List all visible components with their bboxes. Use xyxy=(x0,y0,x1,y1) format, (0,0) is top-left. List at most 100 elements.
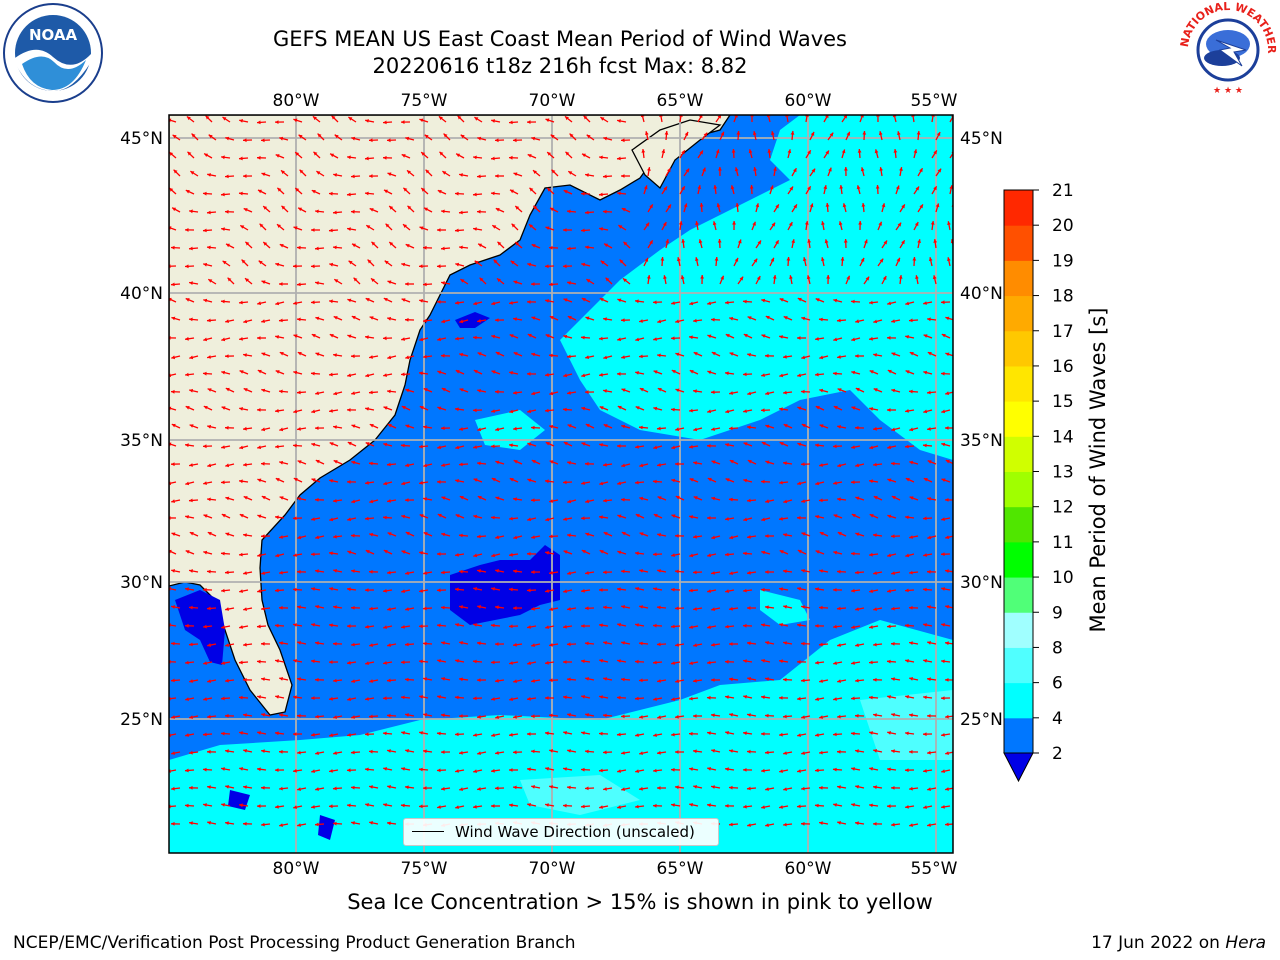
wave-arrow-head xyxy=(855,496,860,501)
wave-arrow-head xyxy=(550,207,554,212)
wave-arrow-head xyxy=(657,786,661,790)
wave-arrow-head xyxy=(819,642,823,647)
wave-arrow-head xyxy=(693,678,697,683)
wave-arrow-head xyxy=(455,587,459,592)
wave-arrow-head xyxy=(837,821,841,825)
wave-arrow-head xyxy=(293,768,297,773)
wave-arrow-head xyxy=(635,480,639,485)
wave-arrow-head xyxy=(239,479,243,484)
wave-arrow-head xyxy=(565,151,570,156)
wave-arrow-head xyxy=(647,167,651,171)
wave-arrow-head xyxy=(207,318,211,323)
wave-arrow-head xyxy=(729,535,734,540)
wave-arrow-head xyxy=(887,695,891,699)
wave-arrow-head xyxy=(599,768,603,773)
wave-arrow-head xyxy=(203,661,207,665)
wave-arrow-head xyxy=(657,569,661,573)
wave-arrow-head xyxy=(351,785,355,790)
wave-arrow-head xyxy=(531,535,535,539)
wave-arrow-head xyxy=(896,257,900,262)
lat-tick: 45°N xyxy=(120,129,163,149)
wave-arrow-head xyxy=(401,514,406,519)
wave-arrow-head xyxy=(185,443,189,448)
wave-arrow-head xyxy=(689,553,694,558)
wave-arrow-head xyxy=(329,372,333,377)
wave-arrow-head xyxy=(653,445,658,450)
wave-arrow-head xyxy=(855,463,860,468)
wave-arrow-head xyxy=(945,714,949,719)
wave-arrow-head xyxy=(243,642,247,647)
wave-arrow-head xyxy=(387,570,391,575)
wave-arrow-head xyxy=(891,319,895,323)
wave-arrow-head xyxy=(365,335,369,340)
wave-arrow-head xyxy=(171,715,175,719)
wave-arrow-head xyxy=(693,318,697,323)
wave-arrow-head xyxy=(945,391,950,396)
wave-arrow-head xyxy=(293,334,298,338)
wave-arrow-head xyxy=(473,623,477,627)
wave-arrow-head xyxy=(653,300,657,305)
wave-arrow-head xyxy=(563,264,567,269)
wave-arrow-head xyxy=(725,659,729,664)
wave-arrow-head xyxy=(779,587,783,591)
wave-arrow-head xyxy=(419,514,424,518)
wave-arrow-head xyxy=(333,210,337,215)
wave-arrow-head xyxy=(189,785,193,790)
wave-arrow-head xyxy=(913,149,918,154)
wave-arrow-head xyxy=(387,280,392,284)
wave-arrow-head xyxy=(671,336,675,341)
wave-arrow-head xyxy=(401,803,405,808)
wave-arrow-head xyxy=(365,588,369,592)
colorbar-tick-label: 8 xyxy=(1052,638,1063,658)
wave-arrow-head xyxy=(297,677,301,681)
wave-arrow-head xyxy=(700,275,704,279)
wave-arrow-head xyxy=(599,336,603,341)
wave-arrow-head xyxy=(495,318,499,322)
wave-arrow-head xyxy=(387,316,392,321)
wave-arrow-head xyxy=(869,514,874,518)
wave-arrow-head xyxy=(891,534,895,539)
colorbar-segment xyxy=(1004,260,1033,297)
wave-arrow-head xyxy=(747,570,751,575)
wave-arrow-head xyxy=(702,167,706,172)
wave-arrow-head xyxy=(653,697,657,701)
wave-arrow-head xyxy=(891,427,896,432)
wave-arrow-head xyxy=(698,239,703,244)
wave-arrow-head xyxy=(873,642,877,647)
wave-arrow-head xyxy=(945,569,949,573)
wave-arrow-head xyxy=(279,389,283,394)
wave-arrow-head xyxy=(405,571,409,575)
wave-arrow-head xyxy=(581,659,585,664)
wave-arrow xyxy=(931,115,934,123)
wave-arrow-head xyxy=(279,713,283,717)
wave-arrow-head xyxy=(891,677,895,681)
wave-arrow-head xyxy=(171,462,175,467)
wave-arrow-head xyxy=(837,643,841,647)
wave-arrow-head xyxy=(531,425,535,430)
wave-arrow-head xyxy=(225,174,229,179)
wave-arrow-head xyxy=(675,319,680,324)
wave-arrow-head xyxy=(275,553,280,558)
wave-arrow-head xyxy=(419,406,424,410)
wave-arrow-head xyxy=(545,372,549,377)
wave-arrow-head xyxy=(437,588,441,593)
wave-arrow-head xyxy=(711,460,716,464)
land-north-america xyxy=(169,115,731,716)
wave-arrow-head xyxy=(891,606,895,611)
wave-arrow-head xyxy=(653,768,657,773)
footer-host: Hera xyxy=(1225,933,1266,953)
wave-arrow-head xyxy=(531,679,535,683)
wave-arrow-head xyxy=(545,660,549,665)
wave-arrow-head xyxy=(956,133,960,137)
lon-ticks-top: 80°W 75°W 70°W 65°W 60°W 55°W xyxy=(273,91,958,111)
wave-arrow-head xyxy=(513,715,517,719)
lon-tick: 70°W xyxy=(529,91,576,111)
wave-arrow-head xyxy=(172,207,177,212)
wave-arrow-head xyxy=(927,535,932,540)
wave-arrow-head xyxy=(927,497,931,501)
wave-arrow-head xyxy=(401,625,405,629)
wave-arrow-head xyxy=(243,821,247,826)
wave-arrow-head xyxy=(187,151,192,156)
wave-arrow-head xyxy=(897,131,901,135)
wave-arrow-head xyxy=(603,713,607,718)
